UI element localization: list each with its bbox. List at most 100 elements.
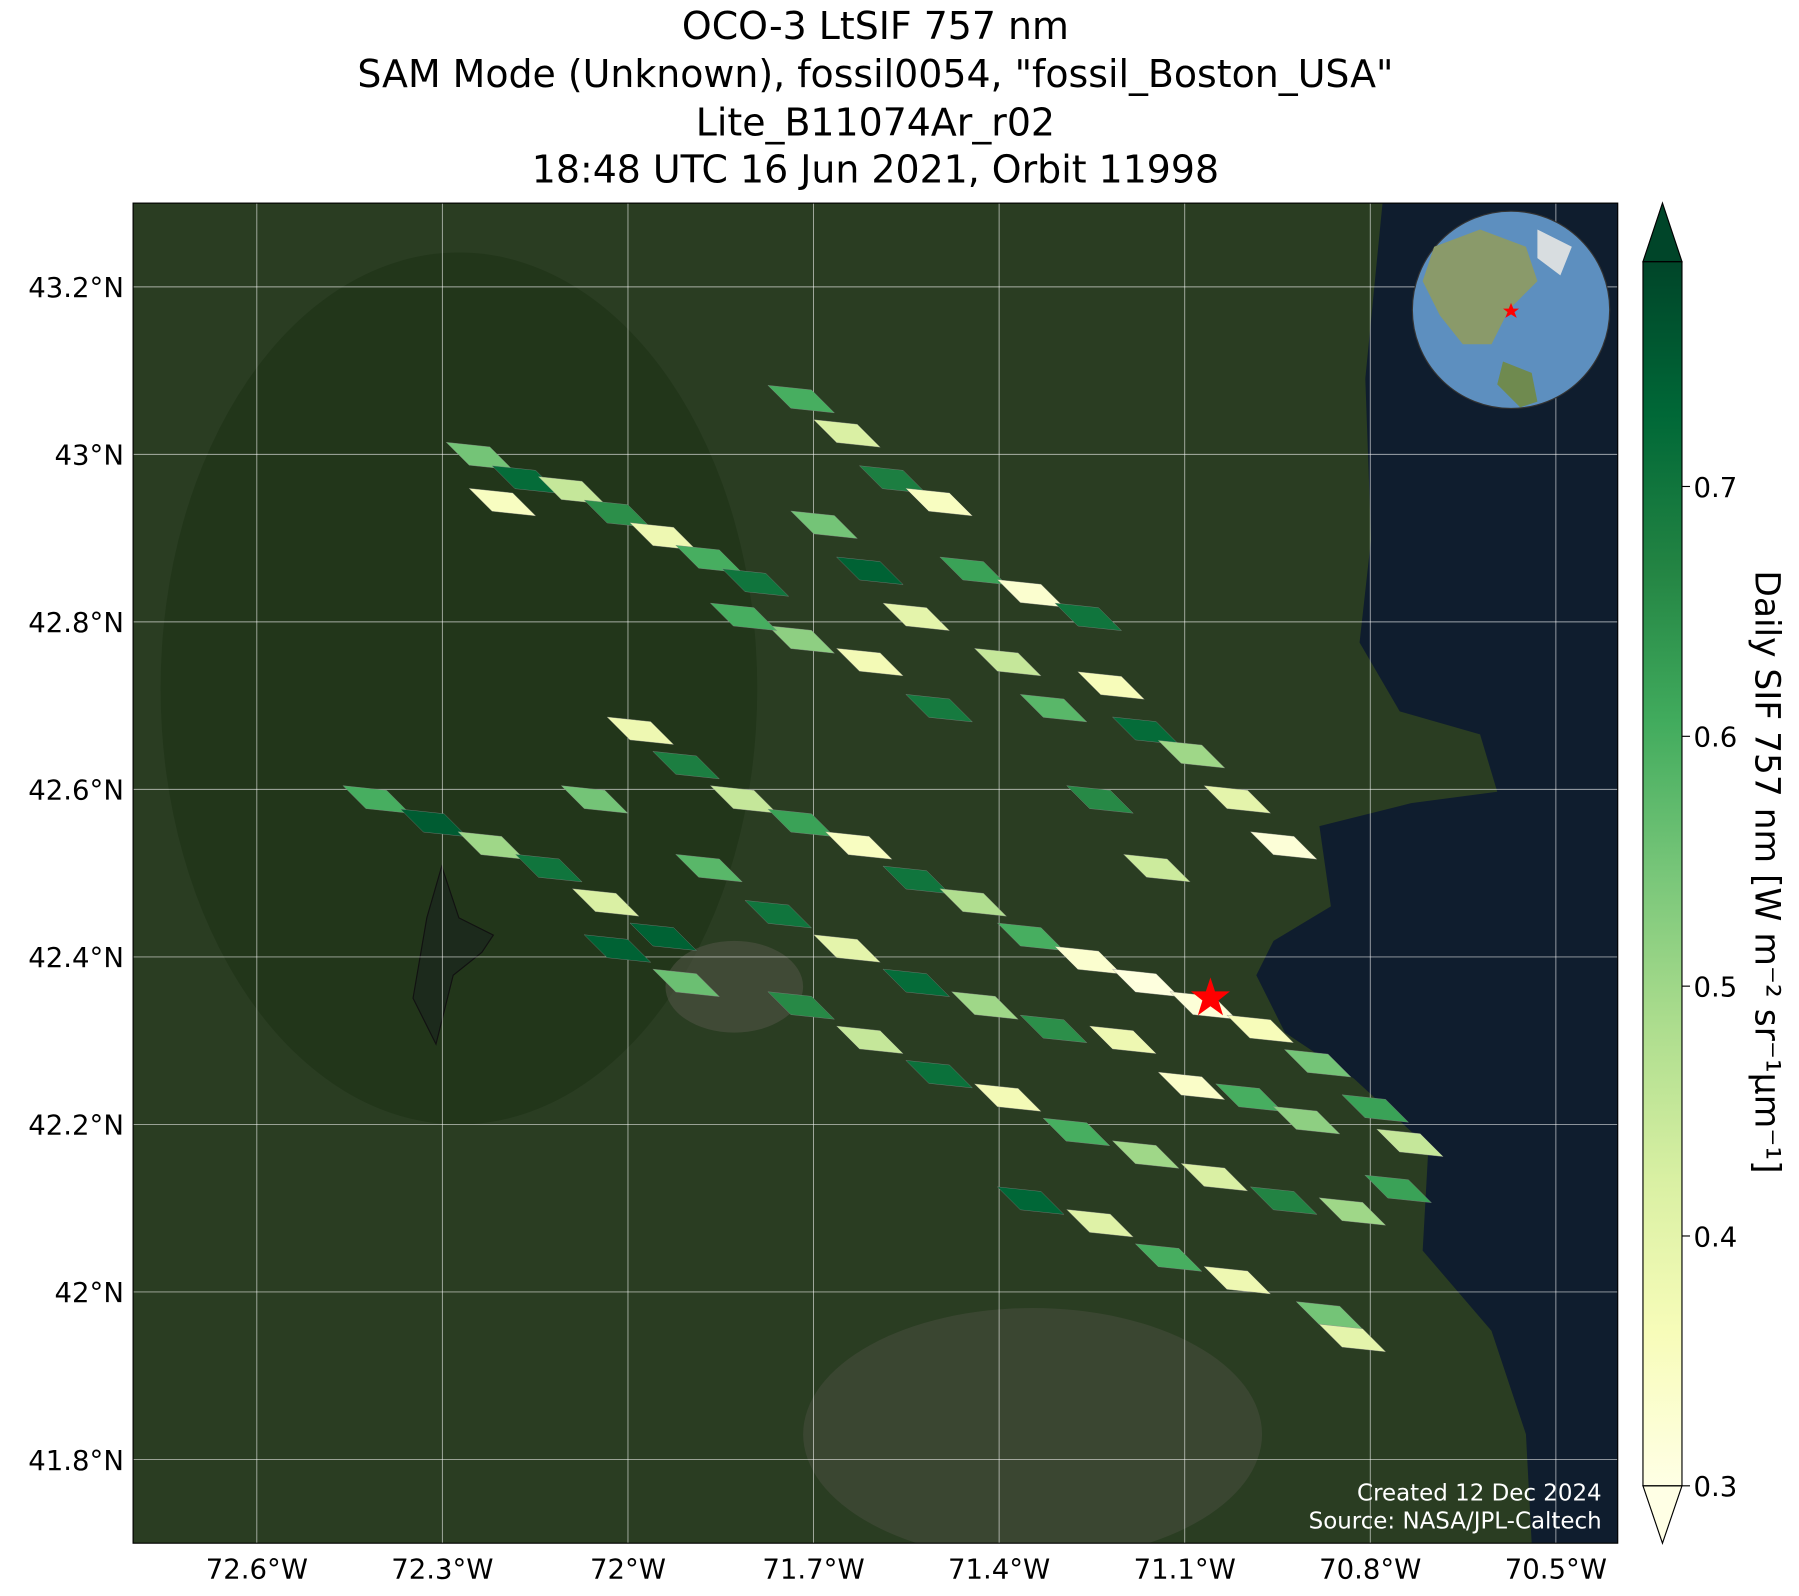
sif-footprint: [1111, 1140, 1180, 1169]
y-tick-label: 42°N: [55, 1277, 124, 1309]
map-frame: [132, 202, 1619, 1544]
colorbar-extend-min: [1642, 1485, 1683, 1545]
title-block: OCO-3 LtSIF 757 nm SAM Mode (Unknown), f…: [357, 4, 1393, 191]
sif-footprint: [709, 602, 778, 631]
sif-footprint: [1066, 785, 1134, 814]
sif-footprint: [1203, 785, 1272, 814]
annotation: Created 12 Dec 2024: [1357, 1481, 1602, 1507]
sif-footprint: [1123, 854, 1191, 883]
sif-footprint: [515, 854, 583, 883]
sif-footprint: [882, 968, 950, 997]
sif-footprint: [744, 900, 813, 929]
x-tick-label: 72.3°W: [391, 1554, 493, 1586]
y-tick-label: 42.8°N: [28, 607, 124, 639]
sif-footprint: [1249, 831, 1318, 860]
map-area: Created 12 Dec 2024 Source: NASA/JPL-Cal…: [133, 203, 1618, 1544]
colorbar-label: Daily SIF 757 nm [W m⁻² sr⁻¹μm⁻¹]: [1746, 570, 1786, 1173]
sif-footprint: [1089, 1025, 1157, 1054]
colorbar-frame: [1642, 261, 1683, 1487]
colorbar: 0.3 0.4 0.5 0.6 0.7: [1642, 201, 1737, 1545]
sif-footprint: [836, 1025, 904, 1054]
sif-footprint: [1226, 1014, 1294, 1043]
sif-footprint: [468, 488, 537, 517]
sif-footprint: [790, 510, 858, 539]
colorbar-body: [1642, 261, 1682, 1486]
colorbar-tick-label: 0.4: [1693, 1221, 1737, 1253]
sif-footprint: [996, 1186, 1065, 1215]
colorbar-tick-label: 0.7: [1693, 472, 1737, 504]
globe-land: [1497, 361, 1538, 408]
sif-footprint: [1272, 1106, 1341, 1135]
sif-footprint: [1054, 602, 1122, 631]
ocean: [1256, 203, 1618, 1544]
sif-footprint: [905, 1060, 973, 1089]
x-tick-label: 70.5°W: [1505, 1554, 1607, 1586]
sif-footprint: [882, 602, 950, 631]
x-tick-label: 72°W: [590, 1554, 666, 1586]
sif-footprint: [1364, 1174, 1432, 1203]
soundings: [342, 385, 1444, 1352]
globe-marker: [1502, 302, 1520, 318]
sif-footprint: [905, 488, 973, 517]
y-tick-label: 42.4°N: [28, 942, 124, 974]
colorbar-tick-label: 0.6: [1693, 722, 1737, 754]
inset-globe: [1411, 210, 1611, 410]
sif-footprint: [836, 648, 904, 677]
x-tick-label: 70.8°W: [1319, 1554, 1421, 1586]
sif-footprint: [1134, 1243, 1203, 1272]
y-tick-label: 42.2°N: [28, 1110, 124, 1142]
grid: [133, 203, 1618, 1544]
sif-footprint: [824, 831, 893, 860]
globe-ice: [1537, 229, 1572, 276]
sif-footprint: [1019, 1014, 1088, 1043]
sif-footprint: [1283, 1049, 1352, 1078]
x-tick-label: 72.6°W: [206, 1554, 308, 1586]
sif-footprint: [1249, 1186, 1318, 1215]
globe-land: [1422, 229, 1538, 345]
urban-area: [803, 1308, 1262, 1544]
sif-footprint: [1341, 1094, 1409, 1123]
sif-footprint: [939, 888, 1007, 917]
sif-footprint: [767, 991, 835, 1020]
annotation: Source: NASA/JPL-Caltech: [1309, 1508, 1602, 1534]
sif-footprint: [1203, 1266, 1272, 1295]
y-tick-label: 41.8°N: [28, 1445, 124, 1477]
sif-footprint: [1157, 740, 1226, 769]
x-tick-label: 71.7°W: [762, 1554, 864, 1586]
title-line: SAM Mode (Unknown), fossil0054, "fossil_…: [357, 52, 1393, 96]
sif-footprint: [1376, 1128, 1444, 1157]
sif-footprint: [836, 556, 904, 585]
x-tick-label: 71.1°W: [1134, 1554, 1236, 1586]
sif-footprint: [813, 419, 881, 448]
y-tick-label: 43°N: [55, 440, 124, 472]
sif-footprint: [1318, 1323, 1387, 1352]
sif-footprint: [974, 1083, 1042, 1112]
sif-footprint: [1066, 1209, 1134, 1238]
reservoir: [412, 864, 495, 1046]
colorbar-tick-label: 0.3: [1693, 1471, 1737, 1503]
sif-footprint: [767, 385, 835, 414]
urban-area: [665, 940, 804, 1033]
sif-footprint: [560, 785, 629, 814]
x-tick-label: 71.4°W: [948, 1554, 1050, 1586]
sif-footprint: [1180, 1163, 1249, 1192]
title-line: OCO-3 LtSIF 757 nm: [682, 4, 1069, 48]
sif-footprint: [1157, 1071, 1226, 1100]
sif-footprint: [583, 934, 652, 963]
sif-footprint: [1077, 671, 1145, 700]
sif-footprint: [675, 854, 743, 883]
sif-footprint: [652, 751, 720, 780]
title-line: 18:48 UTC 16 Jun 2021, Orbit 11998: [532, 147, 1219, 191]
y-tick-label: 43.2°N: [28, 272, 124, 304]
colorbar-tick-label: 0.5: [1693, 971, 1737, 1003]
sif-footprint: [606, 716, 675, 745]
sif-footprint: [629, 922, 697, 951]
sif-footprint: [813, 934, 881, 963]
sif-footprint: [767, 625, 835, 654]
y-tick-label: 42.6°N: [28, 775, 124, 807]
sif-footprint: [974, 648, 1042, 677]
axis-ticks: 72.6°W 72.3°W 72°W 71.7°W 71.4°W 71.1°W 70.8°W…: [28, 272, 1607, 1586]
sif-footprint: [571, 888, 640, 917]
